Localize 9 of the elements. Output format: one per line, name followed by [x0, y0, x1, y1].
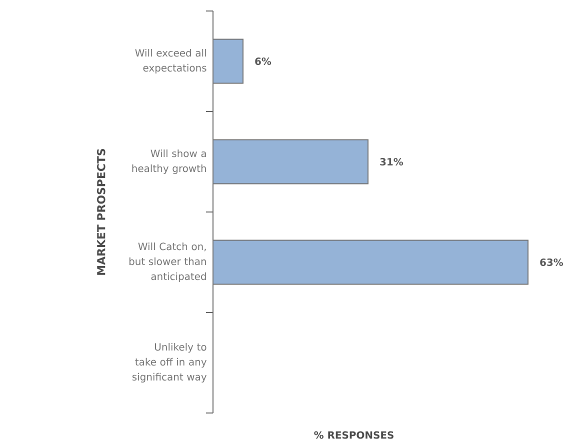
data-label: 63% [540, 258, 564, 266]
data-label: 31% [380, 158, 404, 166]
y-tick-label: Will show a healthy growth [132, 149, 206, 174]
data-label: 6% [255, 57, 272, 66]
y-axis-title: MARKET PROSPECTS [97, 148, 106, 275]
x-axis-title: % RESPONSES [314, 431, 394, 439]
y-tick-label: Will exceed all expectations [135, 48, 206, 74]
y-tick-label: Unlikely to take off in any significant way [132, 342, 207, 383]
y-tick-label: Will Catch on, but slower than anticipated [129, 242, 206, 282]
